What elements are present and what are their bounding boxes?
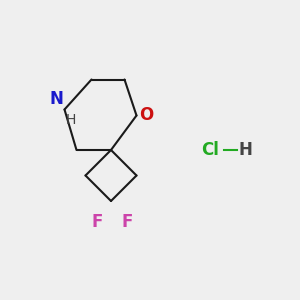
Text: N: N — [49, 90, 63, 108]
Text: F: F — [122, 213, 133, 231]
Text: Cl: Cl — [201, 141, 219, 159]
Text: H: H — [66, 112, 76, 127]
Text: O: O — [140, 106, 154, 124]
Text: H: H — [238, 141, 252, 159]
Text: F: F — [92, 213, 103, 231]
